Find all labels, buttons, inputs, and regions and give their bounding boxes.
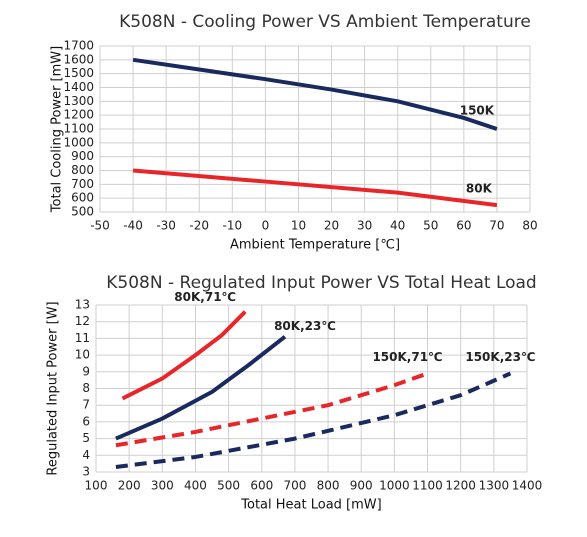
y-tick-label: 1500	[63, 66, 94, 80]
x-tick-label: 500	[217, 479, 240, 493]
x-tick-label: -20	[189, 219, 209, 233]
y-tick-label: 1100	[63, 122, 94, 136]
x-tick-label: 300	[151, 479, 174, 493]
x-tick-label: 1000	[379, 479, 410, 493]
y-tick-label: 900	[71, 149, 94, 163]
y-tick-label: 13	[75, 298, 90, 312]
x-tick-label: 1400	[512, 479, 543, 493]
series-line	[132, 168, 498, 208]
x-tick-label: -10	[223, 219, 243, 233]
series-line	[132, 57, 498, 131]
y-tick-label: 1200	[63, 108, 94, 122]
y-tick-label: 12	[75, 314, 90, 328]
x-axis-title: Total Heat Load [mW]	[240, 498, 381, 513]
y-tick-label: 700	[71, 177, 94, 191]
y-tick-label: 5	[82, 431, 90, 445]
y-tick-label: 3	[82, 465, 90, 479]
y-tick-label: 9	[82, 364, 90, 378]
y-tick-label: 1300	[63, 94, 94, 108]
series-label: 80K,23℃	[274, 319, 336, 333]
y-tick-label: 500	[71, 205, 94, 219]
series-line	[121, 310, 247, 401]
series-line	[115, 371, 429, 448]
x-tick-label: 30	[357, 219, 372, 233]
series-label: 150K,71℃	[372, 350, 442, 364]
y-tick-label: 7	[82, 398, 90, 412]
x-tick-label: 20	[324, 219, 339, 233]
x-tick-label: -30	[156, 219, 176, 233]
x-tick-label: 900	[350, 479, 373, 493]
y-tick-label: 1600	[63, 52, 94, 66]
x-tick-label: 70	[489, 219, 504, 233]
y-tick-label: 4	[82, 448, 90, 462]
x-tick-label: 80	[522, 219, 537, 233]
series-label: 80K	[466, 182, 493, 196]
series-label: 150K,23℃	[465, 350, 535, 364]
chart-title: K508N - Cooling Power VS Ambient Tempera…	[119, 12, 531, 32]
x-tick-label: 1200	[445, 479, 476, 493]
series-line	[115, 371, 512, 469]
x-tick-label: 600	[250, 479, 273, 493]
y-tick-label: 600	[71, 191, 94, 205]
series-label: 150K	[460, 104, 495, 118]
x-tick-label: 40	[390, 219, 405, 233]
chart-title: K508N - Regulated Input Power VS Total H…	[106, 273, 536, 293]
x-tick-label: 100	[85, 479, 108, 493]
y-tick-label: 6	[82, 414, 90, 428]
y-tick-label: 8	[82, 381, 90, 395]
y-tick-label: 800	[71, 163, 94, 177]
x-tick-label: 800	[317, 479, 340, 493]
series-label: 80K,71℃	[174, 290, 236, 304]
x-tick-label: -40	[123, 219, 143, 233]
y-axis-title: Regulated Input Power [W]	[46, 301, 61, 475]
x-tick-label: 10	[291, 219, 306, 233]
x-tick-label: 400	[184, 479, 207, 493]
x-tick-label: 1100	[412, 479, 443, 493]
x-tick-label: 1300	[479, 479, 510, 493]
x-tick-label: 700	[283, 479, 306, 493]
y-tick-label: 1000	[63, 135, 94, 149]
y-axis-title: Total Cooling Power [mW]	[50, 46, 65, 213]
x-axis-title: Ambient Temperature [℃]	[230, 238, 400, 253]
y-tick-label: 11	[75, 331, 90, 345]
x-tick-label: 200	[118, 479, 141, 493]
x-tick-label: 50	[423, 219, 438, 233]
y-tick-label: 1700	[63, 39, 94, 53]
y-tick-label: 10	[75, 348, 90, 362]
series-line	[115, 335, 287, 441]
y-tick-label: 1400	[63, 80, 94, 94]
x-tick-label: 0	[262, 219, 270, 233]
x-tick-label: 60	[456, 219, 471, 233]
x-tick-label: -50	[90, 219, 110, 233]
